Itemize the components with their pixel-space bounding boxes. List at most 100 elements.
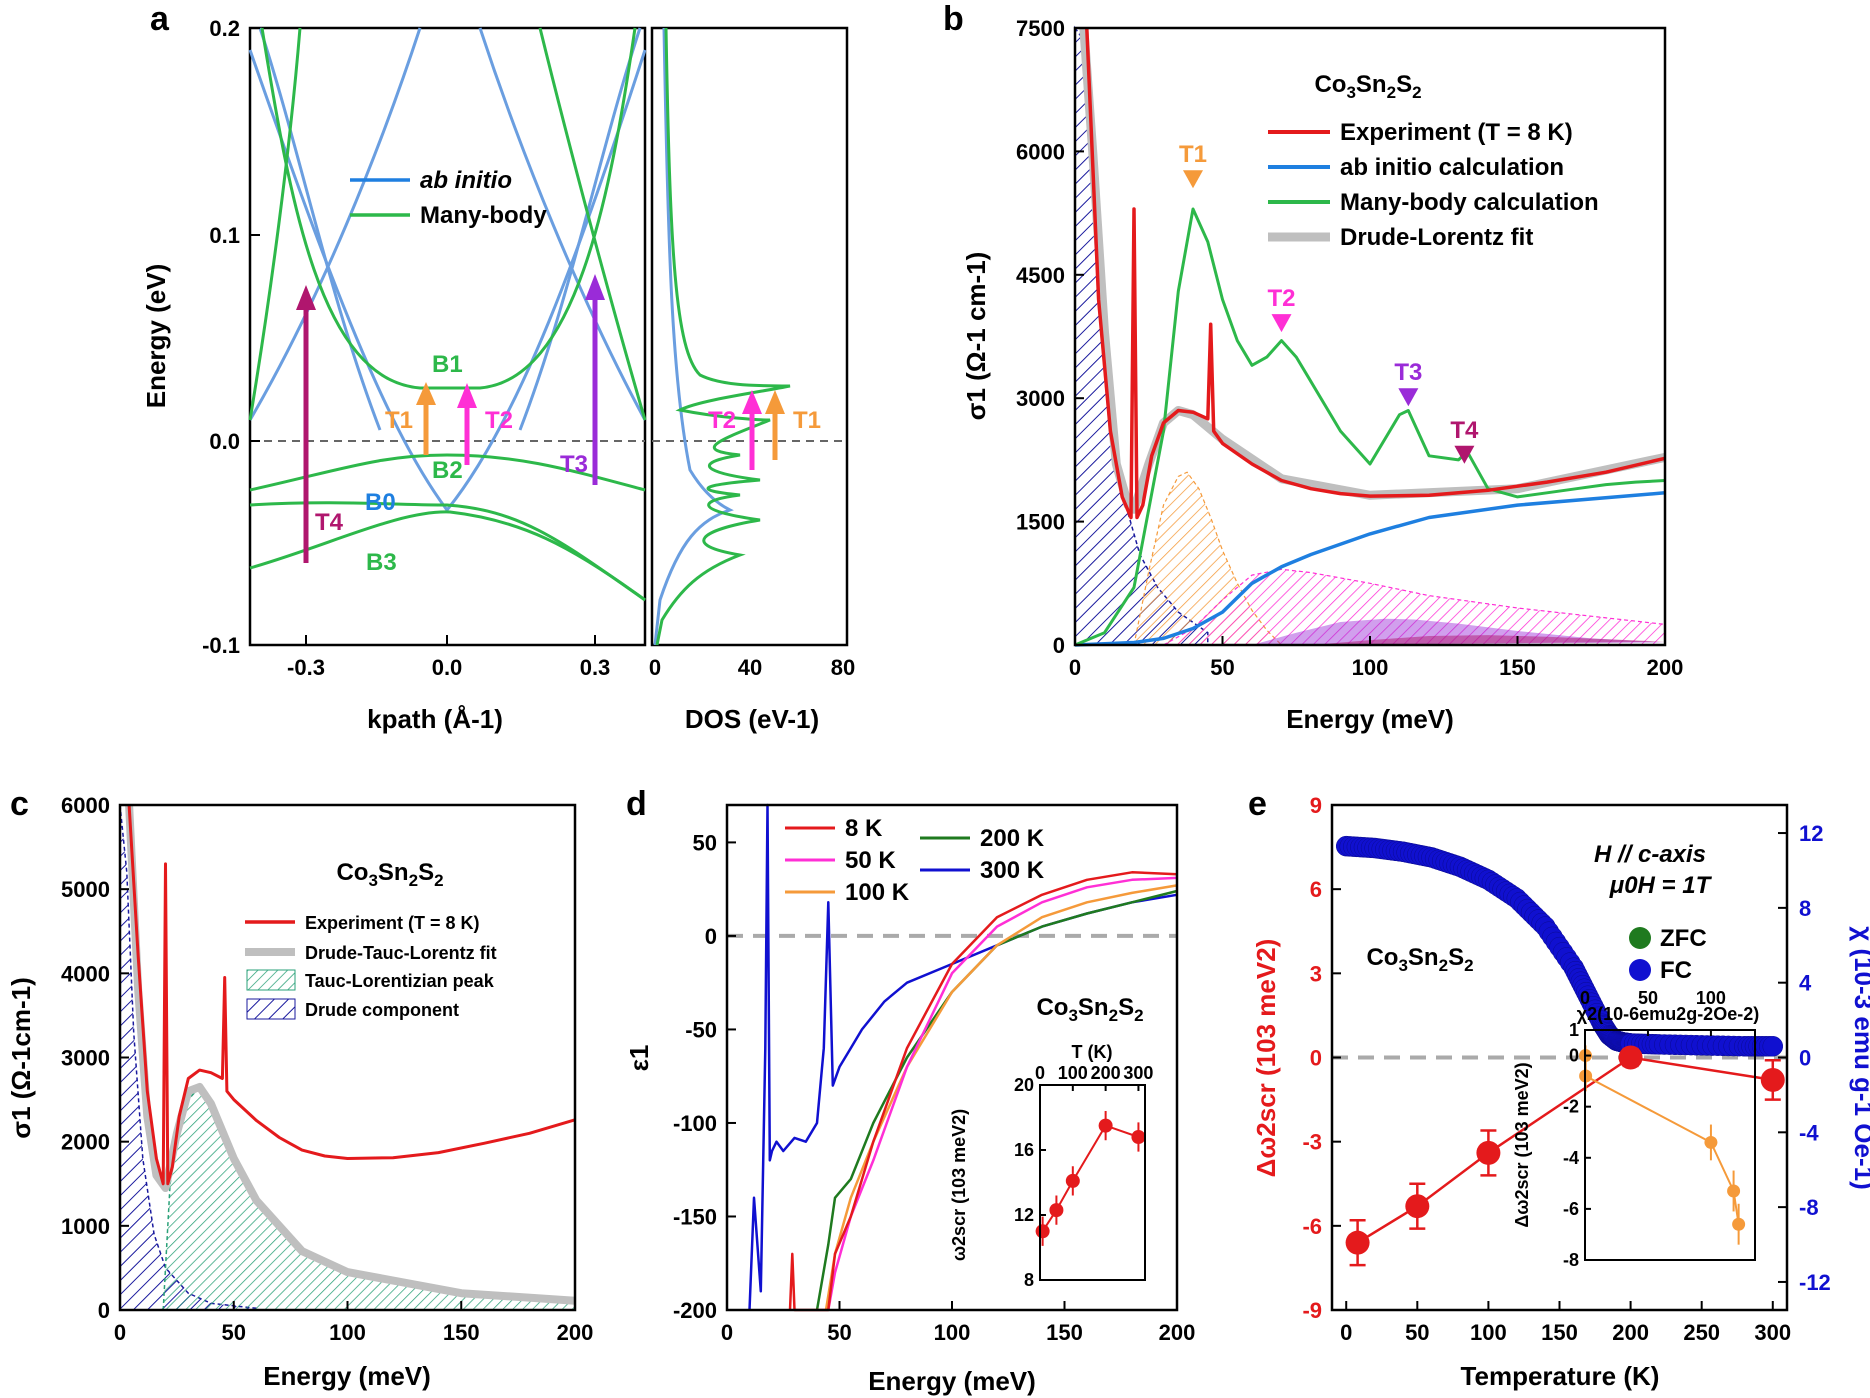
label-t3: T3 xyxy=(560,451,588,478)
b-legend-exp: Experiment (T = 8 K) xyxy=(1340,119,1573,146)
d-series-200k xyxy=(815,889,1178,1311)
d-x-axis-label: Energy (meV) xyxy=(868,1366,1036,1396)
d-title: Co3Sn2S2 xyxy=(1036,994,1143,1025)
b-legend-fit: Drude-Lorentz fit xyxy=(1340,224,1533,251)
e-x-axis-label: Temperature (K) xyxy=(1461,1361,1660,1391)
ytick-label-9: 9 xyxy=(1310,793,1322,818)
d-inset-ylabel: ω2scr (103 meV2) xyxy=(949,1109,969,1261)
a-ytick-neg0.1: -0.1 xyxy=(202,633,240,658)
d-y-ticks: -200 -150 -100 -50 0 50 xyxy=(673,830,736,1323)
b-marker-t1 xyxy=(1183,170,1203,189)
c-experiment-line xyxy=(127,804,576,1186)
b-legend-abinitio: ab initio calculation xyxy=(1340,154,1564,181)
c-y-ticks: 0 1000 2000 3000 4000 5000 6000 xyxy=(61,793,129,1323)
d-inset-point-2 xyxy=(1065,1173,1080,1188)
e-dw-point-0 xyxy=(1345,1230,1370,1255)
c-x-ticks: 0 50 100 150 200 xyxy=(114,1301,593,1345)
xtick-label-200: 200 xyxy=(1159,1320,1196,1345)
ytick-label-6000: 6000 xyxy=(1016,139,1065,164)
ab-initio-bands xyxy=(248,27,647,513)
b-series-experiment-t-8-k- xyxy=(1085,27,1666,520)
d-inset-xtick-label-100: 100 xyxy=(1058,1063,1088,1083)
e-y2tick-label-0: 0 xyxy=(1799,1046,1811,1071)
c-y-axis-label: σ1 (Ω-1cm-1) xyxy=(6,977,36,1138)
e-field-annotation: H // c-axis xyxy=(1594,841,1706,868)
b-marker-label-t3: T3 xyxy=(1394,359,1422,386)
transition-arrows xyxy=(296,274,605,563)
e-inset-point-2 xyxy=(1704,1135,1718,1149)
ytick-label-0: 0 xyxy=(1053,633,1065,658)
dos-xtick-40: 40 xyxy=(738,655,762,680)
dos-label-t2: T2 xyxy=(708,407,736,434)
d-inset-ytick-label-12: 12 xyxy=(1014,1205,1034,1225)
legend-ab-initio: ab initio xyxy=(420,167,512,194)
band-b2 xyxy=(249,453,646,492)
e-inset-ylabel: Δω2scr (103 meV2) xyxy=(1512,1062,1532,1227)
ab-initio-cross-left-1 xyxy=(248,27,422,421)
arrowhead-t1 xyxy=(416,382,436,405)
xtick-label-100: 100 xyxy=(329,1320,366,1345)
c-legend: Experiment (T = 8 K) Drude-Tauc-Lorentz … xyxy=(245,913,497,1020)
e-dw-point-2 xyxy=(1476,1140,1501,1165)
d-legend-label-0: 8 K xyxy=(845,815,883,842)
a-xtick-0.0: 0.0 xyxy=(432,655,463,680)
b-title: Co3Sn2S2 xyxy=(1314,71,1421,102)
b-x-axis-label: Energy (meV) xyxy=(1286,704,1454,734)
band-b3 xyxy=(249,510,646,602)
panel-a-frame xyxy=(248,26,647,647)
panel-a: a T1 xyxy=(141,0,855,734)
e-dw-point-1 xyxy=(1405,1194,1430,1219)
xtick-label-100: 100 xyxy=(1470,1320,1507,1345)
xtick-label-200: 200 xyxy=(557,1320,594,1345)
e-y2tick-label--12: -12 xyxy=(1799,1270,1831,1295)
d-legend-label-2: 100 K xyxy=(845,879,910,906)
legend-many-body: Many-body xyxy=(420,202,547,229)
e-dw-point-4 xyxy=(1760,1067,1785,1092)
d-series-8k xyxy=(788,871,1178,1312)
e-dw-point-3 xyxy=(1618,1045,1643,1070)
b-y-ticks: 0 1500 3000 4500 6000 7500 xyxy=(1016,16,1084,658)
d-inset-frame xyxy=(1039,1084,1146,1281)
e-y2-ticks: -12 -8 -4 0 4 8 12 xyxy=(1778,821,1831,1295)
band-b1 xyxy=(260,27,637,390)
b-lorentz-t4 xyxy=(1311,635,1665,645)
label-b0: B0 xyxy=(365,489,396,516)
panel-label-c: c xyxy=(10,785,29,823)
e-inset-ytick-label--6: -6 xyxy=(1563,1199,1579,1219)
e-inset-frame xyxy=(1584,1029,1756,1261)
d-inset-xtick-label-0: 0 xyxy=(1035,1063,1045,1083)
panel-label-a: a xyxy=(150,0,170,38)
dos-arrowhead-t2 xyxy=(742,390,762,414)
panel-b-plot xyxy=(1074,25,1666,647)
ytick-label-4500: 4500 xyxy=(1016,263,1065,288)
label-b1: B1 xyxy=(432,351,463,378)
dos-xtick-80: 80 xyxy=(831,655,855,680)
c-fit-line xyxy=(125,804,576,1305)
d-inset-ticks: 0 100 200 300 8 12 16 20 xyxy=(1014,1063,1153,1290)
e-inset-xtick-label-50: 50 xyxy=(1638,988,1658,1008)
dos-x-ticks: 0 40 80 xyxy=(649,655,855,680)
xtick-label-50: 50 xyxy=(1210,655,1234,680)
panel-a-x-ticks: -0.3 0.0 0.3 xyxy=(287,635,610,680)
e-x-ticks: 0 50 100 150 200 250 300 xyxy=(1340,1301,1791,1345)
ytick-label-2000: 2000 xyxy=(61,1130,110,1155)
panel-label-e: e xyxy=(1248,785,1267,823)
e-inset-ytick-label--4: -4 xyxy=(1563,1148,1579,1168)
b-marker-label-t1: T1 xyxy=(1179,141,1207,168)
many-body-bands xyxy=(248,27,647,602)
label-b2: B2 xyxy=(432,457,463,484)
label-t2: T2 xyxy=(485,407,513,434)
xtick-label-150: 150 xyxy=(443,1320,480,1345)
d-inset-point-4 xyxy=(1131,1130,1146,1144)
xtick-label-150: 150 xyxy=(1541,1320,1578,1345)
b-series-ab-initio-calculation xyxy=(1074,491,1666,647)
d-legend-label-4: 300 K xyxy=(980,857,1045,884)
d-series-50k xyxy=(827,876,1178,1311)
ytick-label--150: -150 xyxy=(673,1204,717,1229)
a-ytick-0.2: 0.2 xyxy=(209,16,240,41)
d-legend-label-1: 50 K xyxy=(845,847,896,874)
e-legend-marker-zfc xyxy=(1629,927,1651,949)
a-xtick-neg0.3: -0.3 xyxy=(287,655,325,680)
xtick-label-0: 0 xyxy=(721,1320,733,1345)
